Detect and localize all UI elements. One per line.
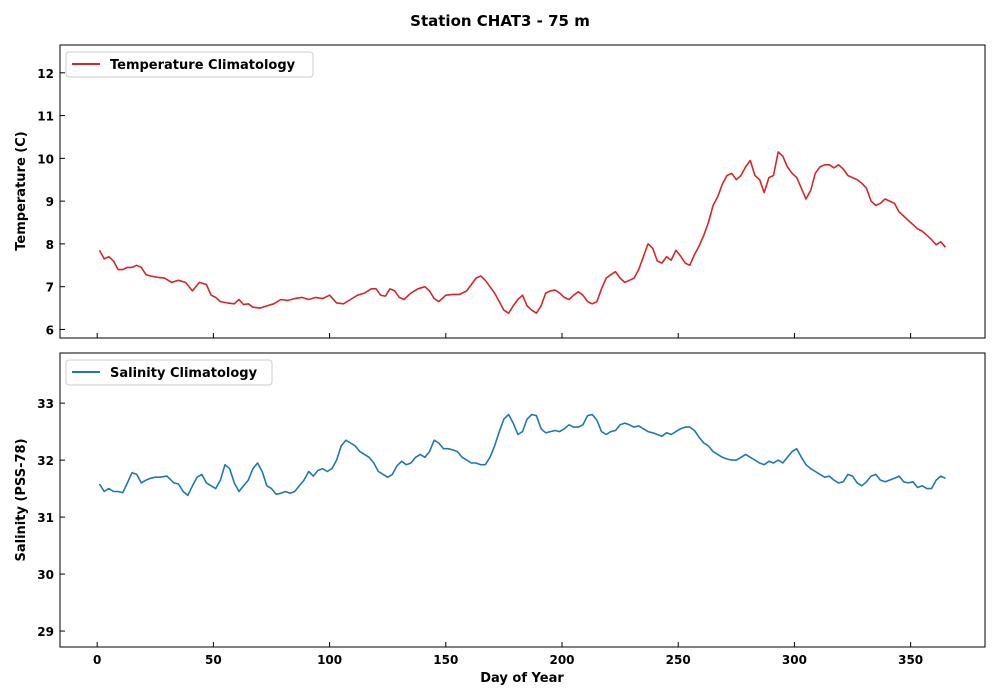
temperature-y-tick-label-6: 6 [46, 323, 54, 337]
x-tick-label-0: 0 [93, 653, 101, 667]
salinity-y-tick-label-30: 30 [37, 568, 54, 582]
salinity-legend: Salinity Climatology [65, 359, 273, 386]
temperature-legend-box [65, 51, 314, 78]
salinity-legend-box [65, 359, 273, 386]
temperature-y-tick-label-10: 10 [37, 152, 54, 166]
salinity-y-tick-label-31: 31 [37, 511, 54, 525]
x-tick-label-300: 300 [782, 653, 807, 667]
temperature-y-tick-label-8: 8 [46, 238, 54, 252]
salinity-y-tick-label-33: 33 [37, 397, 54, 411]
x-tick-label-250: 250 [666, 653, 691, 667]
salinity-climatology-line [98, 413, 946, 497]
x-tick-label-150: 150 [433, 653, 458, 667]
salinity-axes-frame [59, 352, 986, 648]
salinity-x-ticks: 0 50 100 150 200 250 300 350 [93, 642, 923, 667]
temperature-y-tick-label-9: 9 [46, 195, 54, 209]
temperature-climatology-line [98, 151, 947, 314]
temperature-legend-label: Temperature Climatology [110, 58, 296, 73]
figure-title: Station CHAT3 - 75 m [410, 12, 590, 30]
salinity-y-ticks: 29 30 31 32 33 [37, 397, 65, 639]
temperature-panel: 6 7 8 9 10 11 12 Temperature (C) Temperature C… [14, 44, 986, 339]
salinity-legend-label: Salinity Climatology [110, 366, 258, 381]
x-tick-label-200: 200 [549, 653, 574, 667]
salinity-panel: 0 50 100 150 200 250 300 350 29 30 31 32 33 Salinit… [14, 352, 986, 686]
salinity-y-tick-label-32: 32 [37, 454, 54, 468]
x-tick-label-100: 100 [317, 653, 342, 667]
salinity-y-tick-label-29: 29 [37, 625, 54, 639]
x-tick-label-350: 350 [898, 653, 923, 667]
temperature-legend: Temperature Climatology [65, 51, 314, 78]
temperature-axes-frame [59, 44, 986, 339]
temperature-x-ticks [96, 333, 912, 338]
x-tick-label-50: 50 [205, 653, 222, 667]
temperature-y-tick-label-11: 11 [37, 110, 54, 124]
x-axis-label: Day of Year [480, 671, 564, 686]
temperature-y-tick-label-7: 7 [46, 281, 54, 295]
temperature-y-tick-label-12: 12 [37, 67, 54, 81]
temperature-y-axis-label: Temperature (C) [14, 131, 29, 250]
temperature-y-ticks: 6 7 8 9 10 11 12 [37, 67, 65, 337]
salinity-y-axis-label: Salinity (PSS-78) [14, 438, 29, 561]
